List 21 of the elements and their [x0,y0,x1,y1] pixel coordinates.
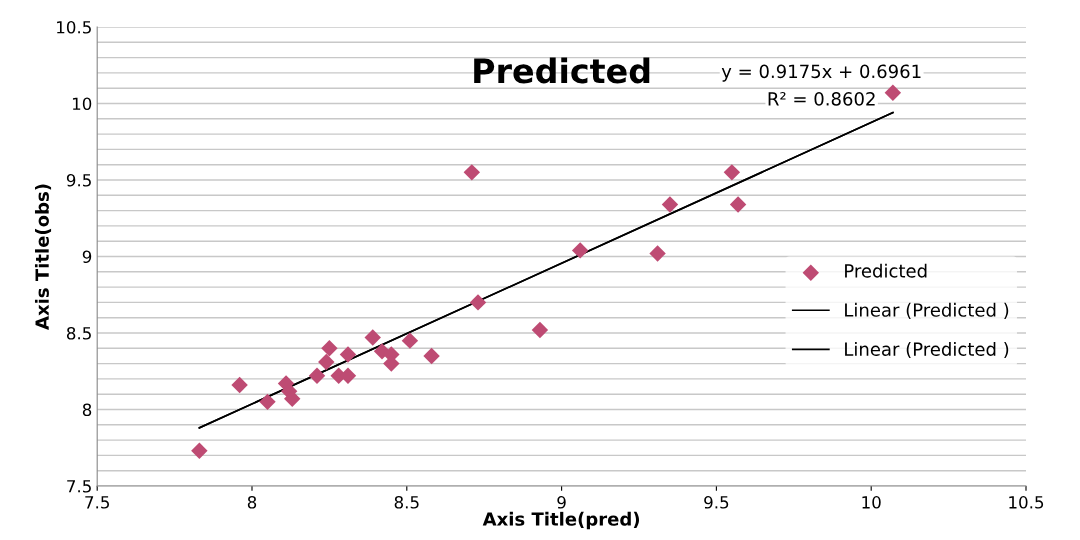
legend-label: Predicted [845,263,927,278]
y-tick-label: 10.5 [57,20,91,34]
x-tick-label: 10 [862,496,881,509]
y-axis-title: Axis Title(obs) [34,184,52,330]
y-tick-label: 10 [72,97,92,111]
y-tick-label: 9.5 [66,173,91,187]
y-tick-label: 8 [82,403,92,417]
y-tick-label: 8.5 [66,326,91,340]
x-tick-label: 9.5 [704,496,729,509]
legend-label: Linear (Predicted ) [845,341,1009,359]
text: Predicted [474,57,650,84]
x-axis-title: Axis Title(pred) [482,511,640,530]
x-tick-label: 8.5 [394,496,419,509]
x-tick-label: 10.5 [1009,496,1044,509]
y-tick-label: 9 [82,250,92,264]
annotation: R² = 0.8602 [768,92,875,106]
x-tick-label: 8 [247,496,257,509]
legend-label: Linear (Predicted ) [845,302,1009,319]
x-tick-label: 9 [557,496,566,509]
annotation: y = 0.9175x + 0.6961 [721,64,921,82]
y-tick-label: 7.5 [67,480,91,493]
